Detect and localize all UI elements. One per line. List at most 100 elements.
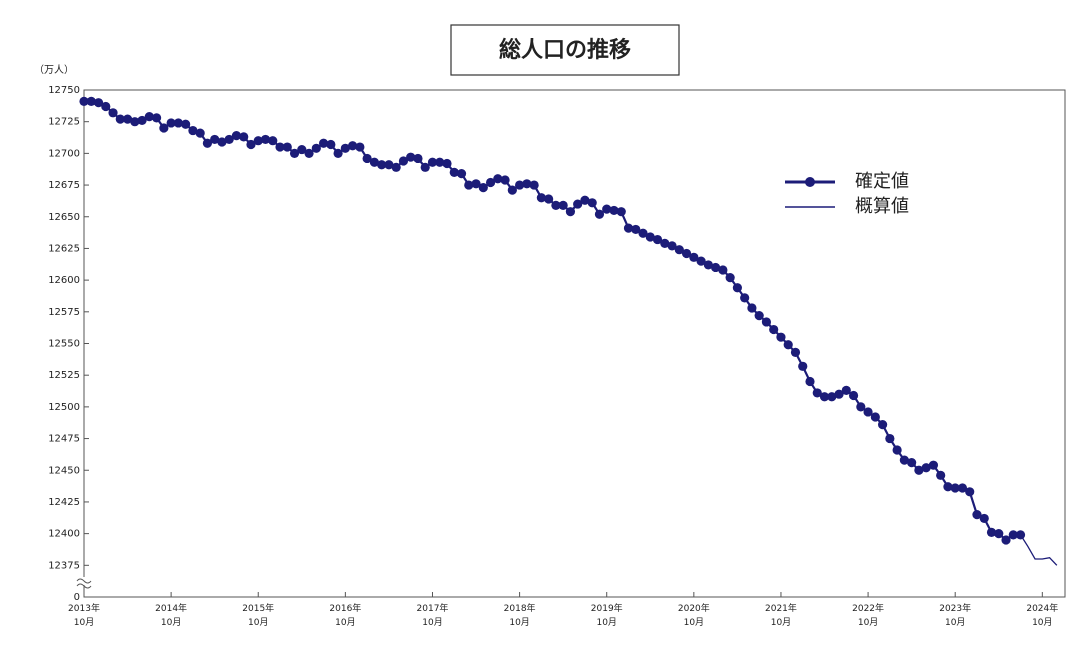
data-point — [638, 228, 648, 238]
data-point — [231, 131, 242, 141]
data-point — [246, 139, 256, 150]
data-point — [435, 157, 445, 167]
data-point — [914, 465, 924, 475]
data-point — [805, 376, 815, 387]
x-tick-month: 10月 — [1032, 617, 1052, 628]
data-point — [848, 390, 859, 401]
data-point — [544, 194, 554, 204]
x-tick-month: 10月 — [509, 617, 529, 628]
data-point — [253, 136, 263, 146]
data-point — [986, 527, 997, 537]
y-tick-label: 12475 — [48, 434, 80, 445]
plot-frame — [83, 89, 1066, 598]
data-point — [202, 138, 213, 148]
data-point — [725, 272, 735, 283]
y-tick-label: 0 — [74, 592, 80, 603]
data-point — [616, 207, 626, 217]
title-box — [450, 24, 680, 76]
data-point — [573, 199, 583, 209]
data-point — [464, 180, 474, 190]
data-point — [420, 162, 430, 172]
data-point — [892, 445, 902, 455]
x-tick-month: 10月 — [596, 617, 616, 628]
x-tick-label: 2020年 10月 — [678, 602, 710, 628]
data-point — [268, 136, 278, 146]
data-point — [761, 317, 772, 327]
data-point — [587, 198, 597, 208]
data-point — [173, 118, 183, 128]
y-tick-label: 12700 — [48, 148, 80, 159]
data-point — [747, 303, 757, 313]
data-point — [413, 153, 423, 164]
data-point — [950, 483, 960, 493]
data-point — [681, 248, 692, 259]
data-point — [769, 324, 779, 335]
data-point — [776, 332, 786, 342]
data-point — [188, 125, 198, 136]
data-point — [333, 148, 343, 158]
data-point — [565, 207, 576, 217]
data-point — [667, 241, 677, 251]
data-point — [239, 132, 249, 142]
data-point — [159, 123, 169, 133]
data-point — [93, 98, 104, 108]
data-point — [819, 392, 830, 402]
data-point — [137, 115, 147, 126]
x-tick-year: 2015年 — [242, 602, 274, 614]
y-tick-label: 12500 — [48, 402, 80, 413]
y-tick-label: 12450 — [48, 465, 80, 476]
y-tick-label: 12550 — [48, 339, 80, 350]
data-point — [297, 144, 307, 155]
data-point — [304, 148, 314, 158]
x-tick-year: 2020年 — [678, 602, 710, 614]
x-tick-month: 10月 — [422, 617, 442, 628]
data-point — [144, 112, 154, 122]
data-point — [841, 385, 851, 395]
x-tick-label: 2016年 10月 — [329, 602, 361, 628]
x-tick-month: 10月 — [945, 617, 965, 628]
y-tick-label: 12375 — [48, 560, 80, 571]
x-tick-year: 2014年 — [155, 602, 187, 614]
data-point — [660, 238, 670, 248]
data-point — [224, 134, 234, 145]
data-point — [834, 389, 844, 399]
chart-title: 総人口の推移 — [499, 37, 631, 63]
x-tick-year: 2016年 — [329, 602, 361, 614]
data-point — [754, 311, 764, 321]
data-point — [609, 205, 619, 216]
data-point — [122, 114, 133, 124]
data-point — [427, 157, 438, 167]
data-point — [812, 388, 822, 398]
x-tick-year: 2021年 — [765, 602, 797, 614]
data-point — [921, 463, 931, 473]
data-point — [485, 177, 496, 188]
data-point — [166, 118, 176, 128]
y-tick-label: 12725 — [48, 117, 80, 128]
data-point — [79, 96, 89, 107]
data-point — [957, 483, 968, 493]
y-tick-label: 12425 — [48, 497, 80, 508]
data-point — [275, 142, 285, 152]
data-point — [645, 232, 655, 242]
x-tick-label: 2014年 10月 — [155, 602, 187, 628]
data-point — [282, 142, 292, 152]
y-tick-label: 12400 — [48, 529, 80, 540]
data-point — [536, 193, 546, 203]
legend-marker — [805, 177, 815, 187]
data-point — [631, 224, 641, 235]
y-tick-label: 12625 — [48, 243, 80, 254]
y-tick-label: 12750 — [48, 85, 80, 96]
data-point — [493, 174, 503, 184]
data-point — [696, 256, 706, 266]
data-point — [594, 209, 605, 219]
y-tick-label: 12600 — [48, 275, 80, 286]
x-tick-label: 2017年 10月 — [417, 602, 449, 628]
data-point — [623, 223, 634, 233]
data-point — [870, 412, 880, 422]
data-point — [362, 153, 372, 164]
data-point — [456, 169, 467, 179]
series-line — [1019, 534, 1058, 566]
data-point — [355, 142, 365, 152]
x-tick-label: 2018年 10月 — [504, 602, 536, 628]
